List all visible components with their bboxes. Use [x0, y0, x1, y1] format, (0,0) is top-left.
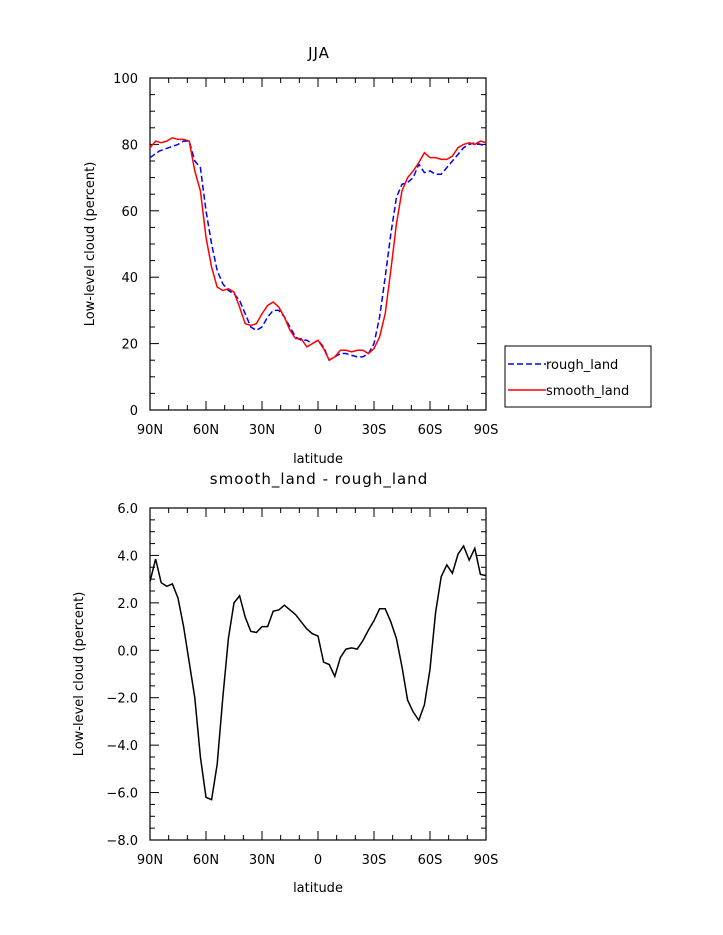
y-tick-label: 4.0: [117, 549, 138, 564]
y-tick-label: −8.0: [106, 834, 138, 849]
y-tick-label: 20: [121, 338, 138, 353]
y-tick-label: 6.0: [117, 502, 138, 517]
x-tick-label: 30N: [249, 423, 275, 438]
y-tick-label: 2.0: [117, 597, 138, 612]
bottom-panel-difference: smooth_land - rough_land −8.0 −6.0 −4.0 −2.…: [72, 470, 498, 896]
x-tick-label: 0: [314, 423, 322, 438]
y-tick-label: 0: [130, 404, 138, 419]
x-tick-labels: 90N 60N 30N 0 30S 60S 90S: [137, 423, 499, 438]
y-axis-label: Low-level cloud (percent): [83, 162, 98, 327]
x-tick-label: 90N: [137, 853, 163, 868]
x-axis-label: latitude: [293, 452, 343, 467]
y-axis-label: Low-level cloud (percent): [72, 592, 87, 757]
y-tick-labels: 0 20 40 60 80 100: [113, 72, 138, 419]
x-tick-label: 60S: [418, 853, 443, 868]
x-tick-label: 60N: [193, 853, 219, 868]
y-tick-label: 0.0: [117, 644, 138, 659]
x-tick-label: 60S: [418, 423, 443, 438]
y-tick-label: 100: [113, 72, 138, 87]
x-axis-label: latitude: [293, 881, 343, 896]
axis-ticks: [149, 77, 487, 411]
chart-title: JJA: [307, 44, 330, 62]
axis-ticks: [149, 507, 487, 841]
y-tick-label: 80: [121, 138, 138, 153]
y-tick-label: 60: [121, 205, 138, 220]
series-lines: [149, 136, 487, 362]
x-tick-label: 30S: [362, 423, 387, 438]
y-tick-labels: −8.0 −6.0 −4.0 −2.0 0.0 2.0 4.0 6.0: [106, 502, 138, 849]
x-tick-label: 60N: [193, 423, 219, 438]
series-lines: [149, 544, 487, 801]
x-tick-label: 30N: [249, 853, 275, 868]
x-tick-label: 90S: [474, 853, 499, 868]
legend: rough_land smooth_land: [504, 345, 652, 408]
legend-label-smooth-land: smooth_land: [546, 384, 629, 399]
legend-label-rough-land: rough_land: [546, 358, 618, 373]
legend-box: [504, 345, 652, 408]
y-tick-label: −6.0: [106, 787, 138, 802]
series-line-smooth-land: [149, 136, 487, 362]
series-line-rough-land: [149, 140, 487, 362]
plot-frame: [149, 507, 487, 841]
x-tick-label: 0: [314, 853, 322, 868]
top-panel-jja: JJA 0 20 40 60 80 100 90N 60N 30N 0 30S 60S 90S lat…: [83, 44, 652, 467]
x-tick-labels: 90N 60N 30N 0 30S 60S 90S: [137, 853, 499, 868]
x-tick-label: 90N: [137, 423, 163, 438]
x-tick-label: 30S: [362, 853, 387, 868]
x-tick-label: 90S: [474, 423, 499, 438]
plot-frame: [149, 77, 487, 411]
series-line-difference: [149, 544, 487, 801]
y-tick-label: −4.0: [106, 739, 138, 754]
chart-title: smooth_land - rough_land: [210, 470, 428, 489]
y-tick-label: −2.0: [106, 692, 138, 707]
y-tick-label: 40: [121, 271, 138, 286]
